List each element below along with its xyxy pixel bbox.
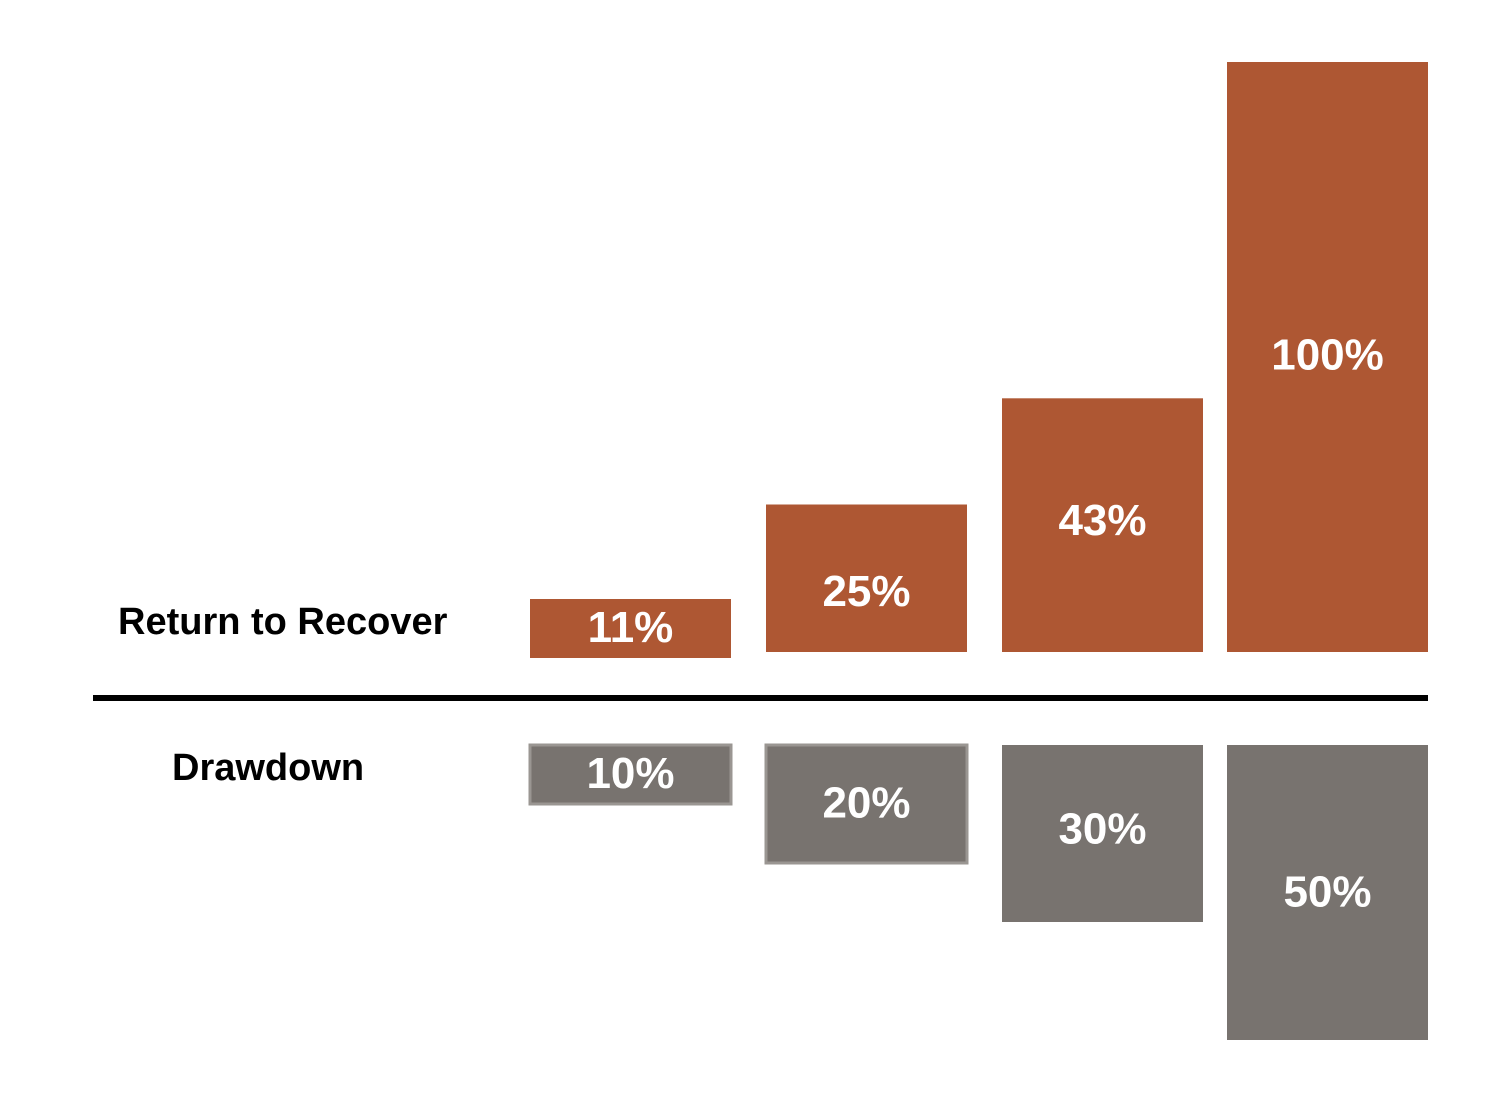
recover-bar-0 — [530, 599, 731, 658]
recover-bar-label-1: 25% — [822, 567, 910, 616]
drawdown-bar-label-0: 10% — [586, 749, 674, 798]
return-to-recover-label: Return to Recover — [118, 601, 448, 643]
recover-bar-label-2: 43% — [1058, 496, 1146, 545]
drawdown-label: Drawdown — [172, 747, 364, 789]
drawdown-bars: 10% 20% 30% 50% — [528, 743, 1428, 1040]
drawdown-bar-0 — [528, 743, 733, 806]
recover-bar-3 — [1227, 62, 1428, 652]
drawdown-bar-3 — [1227, 745, 1428, 1040]
recover-bar-1 — [766, 504, 967, 652]
recover-bar-label-3: 100% — [1271, 331, 1384, 380]
drawdown-bar-1 — [764, 743, 969, 865]
return-to-recover-bars: 11% 25% 43% 100% — [530, 62, 1428, 658]
drawdown-bar-label-2: 30% — [1058, 805, 1146, 854]
drawdown-bar-label-3: 50% — [1283, 868, 1371, 917]
drawdown-bar-label-1: 20% — [822, 779, 910, 828]
recover-bar-2 — [1002, 398, 1203, 652]
recover-bar-label-0: 11% — [588, 603, 674, 652]
drawdown-bar-2 — [1002, 745, 1203, 922]
